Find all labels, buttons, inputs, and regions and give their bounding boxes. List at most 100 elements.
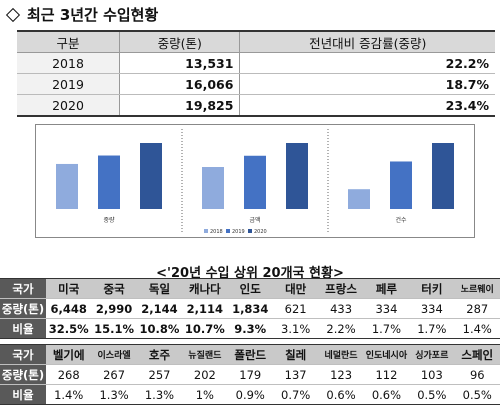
summary-table: 구분 중량(톤) 전년대비 증감률(중량) 2018 13,531 22.2% …	[17, 30, 495, 117]
ratio-cell: 0.5%	[454, 384, 500, 405]
weight-cell: 6,448	[46, 298, 92, 319]
weight-cell: 103	[409, 364, 455, 385]
diamond-icon	[5, 7, 21, 22]
country-cell: 미국	[46, 278, 92, 299]
ratio-cell: 9.3%	[227, 318, 273, 339]
ratio-row: 비율 1.4% 1.3% 1.3% 1% 0.9% 0.7% 0.6% 0.6% 0.5% 0.5…	[0, 384, 500, 405]
summary-rate: 23.4%	[239, 94, 495, 117]
country-cell: 중국	[91, 278, 137, 299]
weight-row: 중량(톤) 6,448 2,990 2,144 2,114 1,834 621 433 334…	[0, 298, 500, 319]
ratio-cell: 0.6%	[318, 384, 364, 405]
ratio-cell: 1.3%	[91, 384, 137, 405]
ratio-cell: 0.5%	[409, 384, 455, 405]
weight-cell: 179	[227, 364, 273, 385]
summary-weight: 13,531	[118, 52, 240, 74]
bar-건수-2020	[432, 143, 454, 209]
summary-weight: 19,825	[118, 94, 240, 117]
country-label: 국가	[0, 344, 46, 365]
legend-label: 2019	[232, 229, 245, 235]
ratio-cell: 15.1%	[91, 318, 137, 339]
ratio-label: 비율	[0, 384, 46, 405]
bar-금액-2020	[286, 143, 308, 209]
bar-중량-2020	[140, 143, 162, 209]
country-cell: 프랑스	[318, 278, 364, 299]
top20-title: <'20년 수입 상위 20개국 현황>	[156, 266, 344, 281]
weight-label: 중량(톤)	[0, 364, 46, 385]
legend-label: 2020	[254, 229, 267, 235]
summary-rate: 22.2%	[239, 52, 495, 74]
country-cell: 스페인	[454, 344, 500, 365]
weight-cell: 2,990	[91, 298, 137, 319]
weight-cell: 1,834	[227, 298, 273, 319]
summary-row: 2019 16,066 18.7%	[17, 73, 495, 95]
country-cell: 인도네시아	[363, 344, 410, 365]
bar-중량-2018	[56, 163, 78, 209]
summary-year: 2020	[17, 94, 120, 117]
category-label: 금액	[249, 217, 260, 224]
country-cell: 인도	[227, 278, 273, 299]
bar-중량-2019	[98, 155, 120, 209]
country-cell: 독일	[136, 278, 183, 299]
summary-header-category: 구분	[17, 30, 120, 53]
weight-cell: 621	[272, 298, 319, 319]
ratio-cell: 3.1%	[272, 318, 319, 339]
summary-header-row: 구분 중량(톤) 전년대비 증감률(중량)	[17, 30, 495, 53]
legend-swatch	[204, 229, 208, 233]
summary-rate: 18.7%	[239, 73, 495, 95]
weight-cell: 268	[46, 364, 92, 385]
country-cell: 캐나다	[182, 278, 228, 299]
country-cell: 대만	[272, 278, 319, 299]
weight-cell: 123	[318, 364, 364, 385]
weight-cell: 2,144	[136, 298, 183, 319]
category-label: 건수	[395, 216, 407, 224]
country-cell: 노르웨이	[454, 278, 500, 299]
category-label: 중량	[103, 217, 115, 224]
legend-swatch	[248, 229, 252, 233]
page-title: 최근 3년간 수입현황	[5, 4, 159, 25]
legend-swatch	[226, 229, 230, 233]
ratio-cell: 1.4%	[46, 384, 92, 405]
summary-header-rate: 전년대비 증감률(중량)	[239, 30, 495, 53]
weight-cell: 112	[363, 364, 410, 385]
bar-금액-2018	[202, 167, 224, 209]
bar-건수-2018	[348, 189, 370, 209]
weight-cell: 334	[363, 298, 410, 319]
country-cell: 폴란드	[227, 344, 273, 365]
weight-cell: 202	[182, 364, 228, 385]
country-row: 국가 미국 중국 독일 캐나다 인도 대만 프랑스 페루 터키 노르웨이	[0, 278, 500, 299]
top20-table-part2: 국가 벨기에 이스라엘 호주 뉴질랜드 폴란드 칠레 네덜란드 인도네시아 싱가포르 스페인 중량…	[0, 344, 500, 405]
country-cell: 벨기에	[46, 344, 92, 365]
country-cell: 호주	[136, 344, 183, 365]
country-cell: 네덜란드	[318, 344, 364, 365]
ratio-cell: 10.8%	[136, 318, 183, 339]
weight-cell: 334	[409, 298, 455, 319]
weight-cell: 287	[454, 298, 500, 319]
summary-weight: 16,066	[118, 73, 240, 95]
page-title-text: 최근 3년간 수입현황	[27, 6, 159, 24]
country-cell: 페루	[363, 278, 410, 299]
bar-chart: 중량 금액 건수 2018 2019 2020	[56, 129, 454, 235]
ratio-cell: 0.9%	[227, 384, 273, 405]
ratio-cell: 1.3%	[136, 384, 183, 405]
country-label: 국가	[0, 278, 46, 299]
weight-cell: 2,114	[182, 298, 228, 319]
country-row: 국가 벨기에 이스라엘 호주 뉴질랜드 폴란드 칠레 네덜란드 인도네시아 싱가포르 스페인	[0, 344, 500, 365]
summary-year: 2019	[17, 73, 120, 95]
weight-cell: 96	[454, 364, 500, 385]
ratio-cell: 1%	[182, 384, 228, 405]
chart-panel: 중량 금액 건수 2018 2019 2020	[35, 124, 475, 238]
country-cell: 터키	[409, 278, 455, 299]
weight-cell: 257	[136, 364, 183, 385]
bar-금액-2019	[244, 155, 266, 209]
weight-cell: 267	[91, 364, 137, 385]
weight-label: 중량(톤)	[0, 298, 46, 319]
summary-year: 2018	[17, 52, 120, 74]
ratio-cell: 1.4%	[454, 318, 500, 339]
ratio-label: 비율	[0, 318, 46, 339]
ratio-cell: 0.7%	[272, 384, 319, 405]
country-cell: 싱가포르	[409, 344, 455, 365]
ratio-cell: 32.5%	[46, 318, 92, 339]
ratio-row: 비율 32.5% 15.1% 10.8% 10.7% 9.3% 3.1% 2.2% 1.7% 1…	[0, 318, 500, 339]
bar-건수-2019	[390, 161, 412, 209]
summary-row: 2020 19,825 23.4%	[17, 94, 495, 117]
